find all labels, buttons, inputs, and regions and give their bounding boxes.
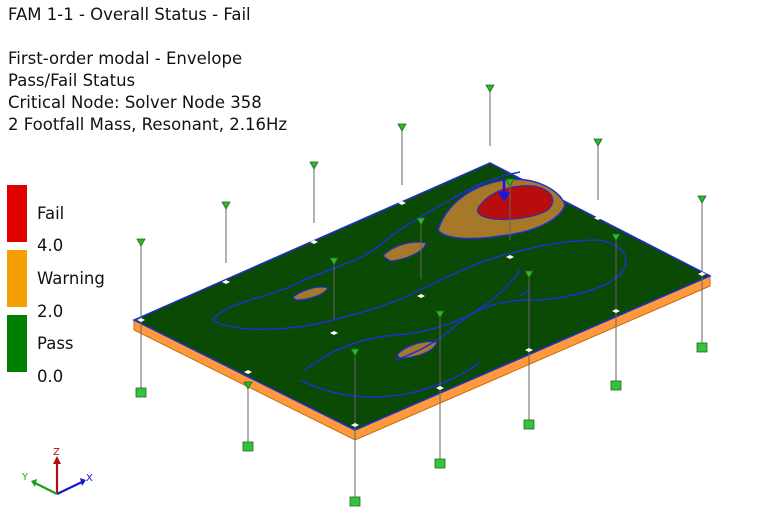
support-marker-icon xyxy=(309,161,319,170)
node-marker xyxy=(594,216,602,220)
support-base-cube xyxy=(610,380,622,391)
support-marker-icon xyxy=(350,348,360,357)
triad-x-axis xyxy=(56,481,83,495)
support-marker-icon xyxy=(485,84,495,93)
node-marker xyxy=(222,280,230,284)
support-base-cube xyxy=(349,496,361,507)
support-marker-icon xyxy=(397,123,407,132)
support-marker-icon xyxy=(435,310,445,319)
support-base-cube xyxy=(135,387,147,398)
result-header: FAM 1-1 - Overall Status - Fail First-or… xyxy=(8,4,287,136)
node-marker xyxy=(436,386,444,390)
status-legend: Fail 4.0 Warning 2.0 Pass 0.0 xyxy=(7,185,137,395)
support-marker-icon xyxy=(593,138,603,147)
node-markers xyxy=(137,201,706,427)
support-base-cube xyxy=(434,458,446,469)
coordinate-triad: Z X Y xyxy=(21,447,93,495)
support-base-cube xyxy=(523,419,535,430)
node-marker xyxy=(351,423,359,427)
support-marker-icon xyxy=(416,217,426,226)
node-marker xyxy=(506,255,514,259)
triad-y-axis xyxy=(34,482,58,495)
support-marker-icon xyxy=(329,257,339,266)
excitation-arrow xyxy=(498,180,510,202)
support-marker-icon xyxy=(136,238,146,247)
legend-label-fail: Fail xyxy=(37,204,65,223)
support-base-cube xyxy=(242,441,254,452)
critical-node-text: Critical Node: Solver Node 358 xyxy=(8,93,262,112)
support-marker-icon xyxy=(697,195,707,204)
node-marker xyxy=(698,272,706,276)
node-marker xyxy=(310,240,318,244)
node-marker xyxy=(612,309,620,313)
node-marker xyxy=(244,370,252,374)
triad-y-label: Y xyxy=(21,472,29,483)
triad-z-label: Z xyxy=(53,447,60,458)
contour-zones xyxy=(292,178,566,359)
node-marker xyxy=(137,318,145,322)
support-marker-icon xyxy=(243,381,253,390)
node-marker xyxy=(398,201,406,205)
node-marker xyxy=(417,294,425,298)
support-marker-icon xyxy=(221,201,231,210)
warning-zone-left-upper xyxy=(382,241,427,262)
support-base-cube xyxy=(696,342,708,353)
node-marker xyxy=(330,331,338,335)
support-marker-icon xyxy=(505,178,515,187)
legend-swatch-warning xyxy=(7,250,27,307)
supports xyxy=(135,84,708,507)
legend-threshold-4: 4.0 xyxy=(37,236,64,255)
legend-threshold-0: 0.0 xyxy=(37,367,64,386)
support-marker-icon xyxy=(611,233,621,242)
legend-swatch-fail xyxy=(7,185,27,242)
analysis-type-text: First-order modal - Envelope xyxy=(8,49,243,68)
support-marker-icon xyxy=(524,270,534,279)
overall-status-title: FAM 1-1 - Overall Status - Fail xyxy=(8,5,251,24)
node-marker xyxy=(525,348,533,352)
legend-swatch-pass xyxy=(7,315,27,372)
mode-description-text: 2 Footfall Mass, Resonant, 2.16Hz xyxy=(8,115,288,134)
result-type-text: Pass/Fail Status xyxy=(8,71,136,90)
triad-x-label: X xyxy=(86,473,93,484)
contour-lines xyxy=(211,171,627,398)
warning-zone-left xyxy=(292,286,329,301)
legend-label-warning: Warning xyxy=(37,269,105,288)
legend-threshold-2: 2.0 xyxy=(37,302,64,321)
legend-label-pass: Pass xyxy=(37,334,74,353)
